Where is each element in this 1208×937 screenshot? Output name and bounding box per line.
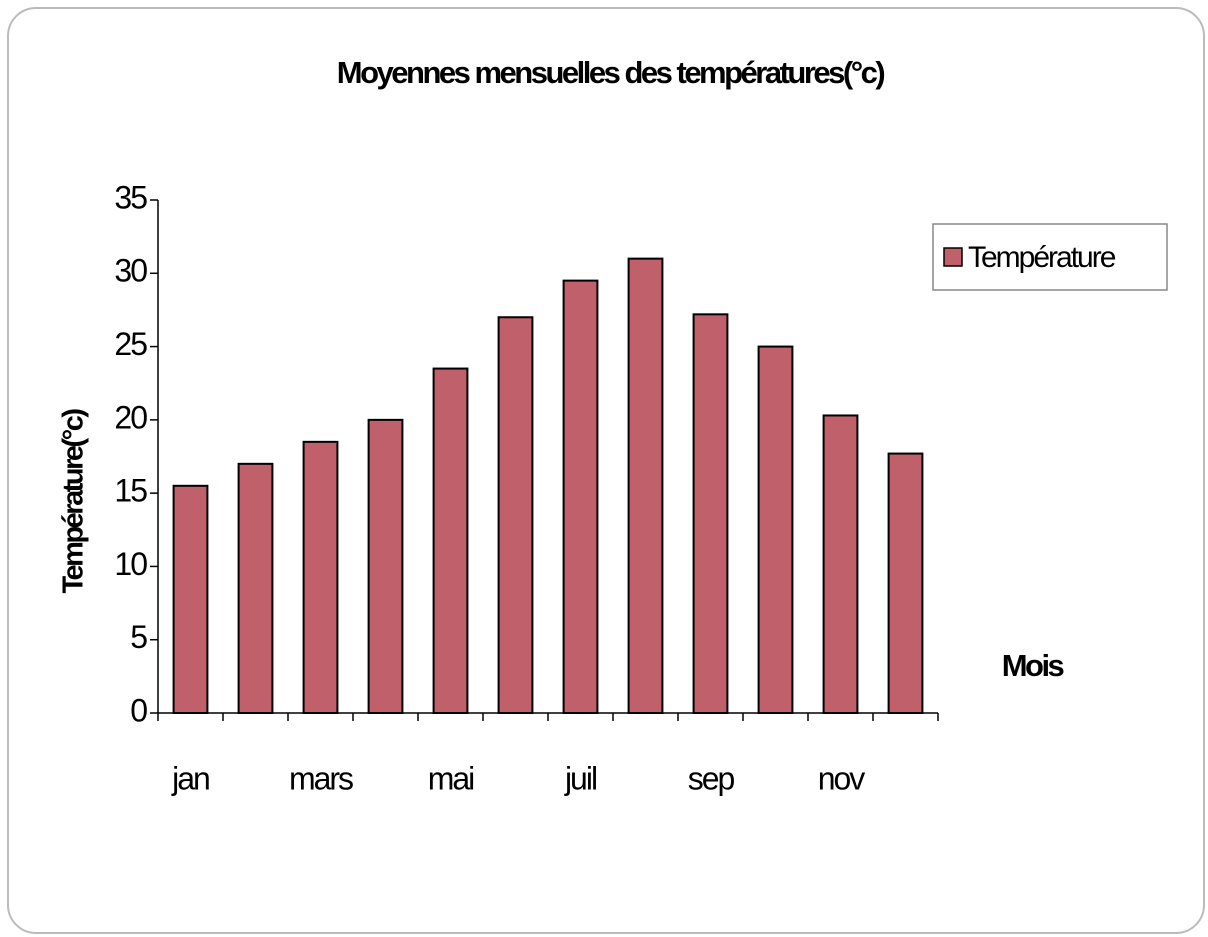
legend-swatch — [943, 247, 963, 267]
y-tick-label: 20 — [114, 399, 147, 435]
bar — [757, 345, 794, 714]
bar — [497, 316, 534, 714]
bar — [367, 418, 404, 714]
bar — [237, 462, 274, 715]
x-tick-label: juil — [564, 760, 596, 796]
y-axis-label: Température(°c) — [58, 409, 90, 594]
y-tick-label: 0 — [130, 692, 147, 728]
x-tick-label: mars — [289, 760, 353, 796]
y-tick-label: 15 — [114, 473, 147, 509]
chart-title: Moyennes mensuelles des températures(°c) — [337, 55, 885, 90]
y-tick-label: 10 — [114, 546, 147, 582]
x-tick-label: jan — [171, 760, 209, 796]
y-tick-label: 25 — [114, 326, 147, 362]
y-tick-label: 5 — [130, 619, 147, 655]
bar — [627, 257, 664, 714]
bar — [692, 313, 729, 714]
x-tick-label: sep — [688, 760, 735, 796]
legend-label: Température — [968, 241, 1116, 274]
bar — [822, 414, 859, 714]
x-axis-label: Mois — [1002, 648, 1064, 683]
bar — [432, 367, 469, 714]
x-tick-label: nov — [818, 760, 866, 796]
legend-box — [932, 223, 1168, 291]
y-tick-label: 35 — [114, 179, 147, 215]
y-tick-label: 30 — [114, 253, 147, 289]
x-tick-label: mai — [428, 760, 474, 796]
bar — [172, 484, 209, 715]
bar — [887, 452, 924, 714]
bar — [302, 440, 339, 714]
legend: Température — [932, 223, 1168, 291]
bar — [562, 279, 599, 714]
